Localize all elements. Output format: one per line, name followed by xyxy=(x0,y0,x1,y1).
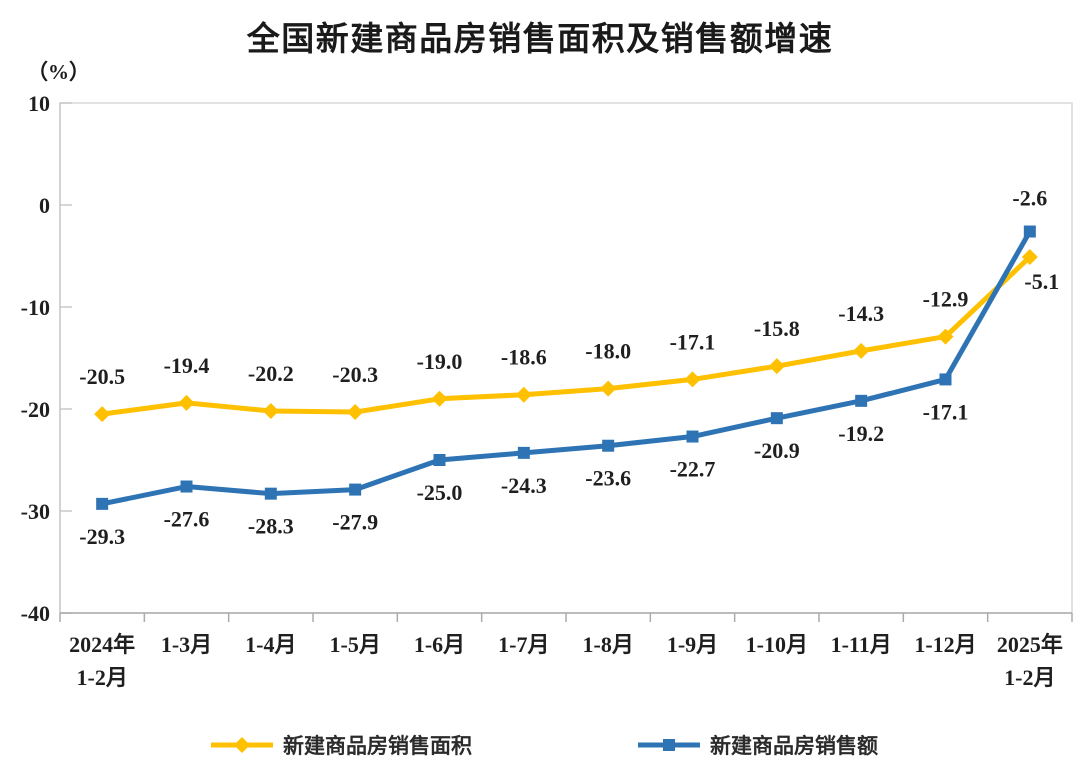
series-sales-amount: -29.3 -27.6 -28.3 -27.9 -25.0 -24.3 -23.6 -22.7… xyxy=(79,186,1047,549)
data-label: -23.6 xyxy=(585,466,631,491)
square-marker xyxy=(855,394,868,407)
sales-area-legend-marker xyxy=(211,737,273,753)
data-label: -5.1 xyxy=(1024,269,1059,294)
x-axis-category-label: 1-6月 xyxy=(414,632,465,657)
legend-label-sales-area: 新建商品房销售面积 xyxy=(283,734,472,758)
x-axis-category-label: 1-11月 xyxy=(831,632,892,657)
diamond-marker xyxy=(515,386,532,403)
data-label: -19.0 xyxy=(417,349,463,374)
x-axis-category-label: 1-5月 xyxy=(330,632,381,657)
data-label: -28.3 xyxy=(248,514,294,539)
x-axis-category-label: 1-4月 xyxy=(245,632,296,657)
sales-amount-legend-marker xyxy=(638,739,700,751)
legend-item-sales-amount: 新建商品房销售额 xyxy=(637,730,878,760)
data-label: -15.8 xyxy=(754,316,800,341)
data-label: -18.6 xyxy=(501,345,547,370)
diamond-marker xyxy=(262,403,279,420)
legend-label-sales-amount: 新建商品房销售额 xyxy=(710,734,878,758)
x-axis-category-label: 1-8月 xyxy=(583,632,634,657)
square-marker xyxy=(686,430,699,443)
data-label: -29.3 xyxy=(79,524,125,549)
y-axis-tick-label: -40 xyxy=(21,601,50,626)
y-axis-tick-label: -20 xyxy=(21,397,50,422)
x-axis-category-label: 1-7月 xyxy=(498,632,549,657)
legend-item-sales-area: 新建商品房销售面积 xyxy=(210,730,472,760)
data-label: -20.9 xyxy=(754,438,800,463)
square-marker xyxy=(180,480,193,493)
data-label: -24.3 xyxy=(501,473,547,498)
x-axis-category-label: 1-10月 xyxy=(746,632,808,657)
data-label: -19.4 xyxy=(164,353,210,378)
diamond-marker xyxy=(94,406,111,423)
square-marker xyxy=(939,373,952,386)
square-marker xyxy=(517,446,530,459)
data-label: -25.0 xyxy=(417,480,463,505)
diamond-marker xyxy=(853,342,870,359)
data-label: -19.2 xyxy=(838,421,884,446)
square-marker xyxy=(770,412,783,425)
series-sales-area: -20.5 -19.4 -20.2 -20.3 -19.0 -18.6 -18.0 -17.1… xyxy=(79,249,1059,423)
sales-amount-line xyxy=(99,229,1033,507)
line-chart-plot: 10 0 -10 -20 -30 -40 2024年 1-2月 1-3月 1-4月 1-5月 1-6月… xyxy=(21,91,1073,690)
data-label: -12.9 xyxy=(923,287,969,312)
diamond-marker xyxy=(431,390,448,407)
data-label: -20.2 xyxy=(248,361,294,386)
data-label: -17.1 xyxy=(923,399,969,424)
y-axis-unit-label: （%） xyxy=(27,60,90,84)
square-marker xyxy=(602,439,615,452)
data-label: -20.3 xyxy=(332,362,378,387)
data-label: -17.1 xyxy=(670,329,716,354)
y-axis-tick-label: -30 xyxy=(21,499,50,524)
sales-area-line xyxy=(99,254,1033,417)
square-marker xyxy=(433,454,446,466)
x-axis-category-label: 1-2月 xyxy=(77,665,128,690)
diamond-marker xyxy=(937,328,954,345)
y-axis-tick-label: -10 xyxy=(21,295,50,320)
square-marker xyxy=(349,483,362,496)
data-label: -20.5 xyxy=(79,364,125,389)
diamond-marker xyxy=(684,371,701,388)
data-label: -22.7 xyxy=(670,457,716,482)
square-marker xyxy=(1023,225,1036,238)
chart-legend: 新建商品房销售面积 新建商品房销售额 xyxy=(0,730,1080,764)
chart-title: 全国新建商品房销售面积及销售额增速 xyxy=(246,20,834,57)
diamond-marker xyxy=(1021,249,1038,266)
x-axis-category-label: 1-9月 xyxy=(667,632,718,657)
data-label: -2.6 xyxy=(1012,186,1047,211)
data-label: -27.6 xyxy=(164,507,210,532)
x-axis-category-label: 1-12月 xyxy=(914,632,976,657)
diamond-marker xyxy=(768,358,785,375)
y-axis-tick-label: 10 xyxy=(28,91,50,116)
square-marker xyxy=(264,487,277,500)
y-axis-tick-label: 0 xyxy=(39,193,50,218)
diamond-marker xyxy=(600,380,617,397)
data-label: -18.0 xyxy=(585,339,631,364)
x-axis-category-label: 1-2月 xyxy=(1004,665,1055,690)
data-label: -14.3 xyxy=(838,301,884,326)
x-axis-category-label: 1-3月 xyxy=(161,632,212,657)
x-axis-category-label: 2025年 xyxy=(997,632,1063,657)
data-label: -27.9 xyxy=(332,510,378,535)
plot-border xyxy=(59,102,1073,614)
diamond-marker xyxy=(347,404,364,421)
x-axis-category-label: 2024年 xyxy=(69,632,135,657)
square-marker xyxy=(96,497,109,510)
diamond-marker xyxy=(178,394,195,411)
